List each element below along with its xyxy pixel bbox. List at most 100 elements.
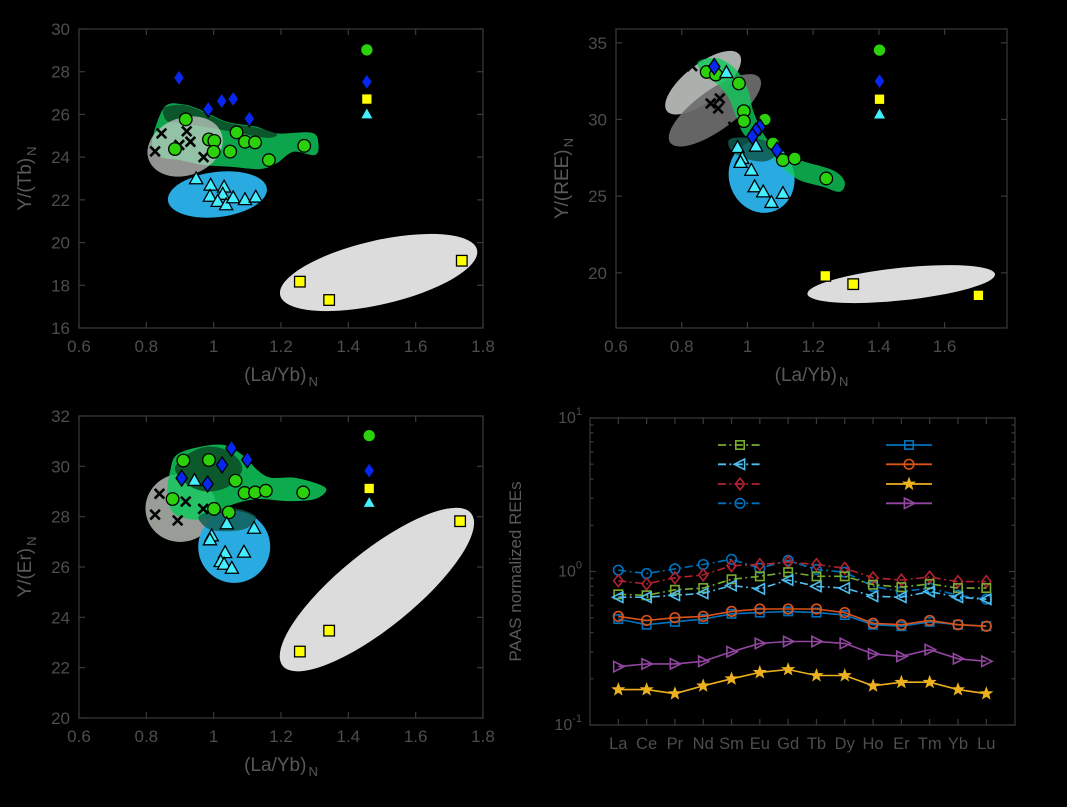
marker-x — [155, 127, 168, 140]
legend-markers — [871, 43, 888, 120]
y-tick-label: 24 — [51, 148, 70, 167]
marker-diamond — [952, 574, 964, 589]
series-blue-diamonds — [175, 439, 254, 494]
series-cyan-triangles — [718, 64, 791, 209]
x-tick-label: La — [609, 735, 628, 753]
y-tick-label: 35 — [588, 34, 607, 53]
marker-x — [149, 145, 161, 158]
marker-diamond — [225, 439, 238, 458]
x-tick-label: 0.8 — [135, 337, 159, 356]
marker-triangle-left — [732, 457, 746, 471]
marker-square — [873, 93, 886, 106]
x-tick-label: 1 — [209, 727, 218, 746]
marker-diamond — [867, 570, 879, 585]
marker-circle — [980, 620, 992, 632]
marker-star — [979, 686, 994, 700]
x-tick-label: Tm — [918, 735, 942, 753]
marker-circle — [725, 605, 738, 617]
marker-triangle — [246, 520, 262, 534]
marker-square — [981, 583, 992, 594]
marker-circle — [641, 614, 653, 627]
marker-triangle-left — [922, 585, 936, 599]
marker-square — [454, 515, 467, 528]
marker-circle — [206, 144, 221, 159]
marker-circle — [229, 125, 244, 140]
marker-diamond — [240, 450, 254, 469]
marker-x — [171, 514, 184, 527]
marker-square — [323, 294, 336, 306]
marker-square — [293, 645, 306, 658]
y-tick-label: 26 — [51, 105, 70, 124]
marker-diamond — [895, 572, 907, 588]
marker-circle — [669, 563, 681, 575]
marker-circle — [731, 76, 746, 91]
y-tick-label: 25 — [588, 187, 607, 206]
series-green-circles — [165, 453, 311, 520]
marker-triangle — [746, 178, 763, 193]
x-tick-label: Nd — [693, 735, 714, 753]
marker-triangle — [763, 194, 780, 209]
x-tick-label: 1.6 — [404, 727, 428, 746]
marker-triangle-left — [723, 579, 737, 593]
marker-triangle — [729, 139, 746, 154]
x-tick-label: 1.4 — [337, 337, 361, 356]
marker-square — [903, 439, 914, 450]
x-tick-label: Pr — [667, 735, 684, 753]
marker-x — [149, 508, 161, 521]
marker-triangle-left — [752, 582, 766, 596]
marker-diamond — [362, 461, 376, 480]
region-green-field — [697, 57, 845, 192]
marker-triangle — [216, 556, 232, 570]
marker-square — [847, 278, 860, 291]
marker-triangle — [219, 515, 235, 530]
marker-triangle-left — [639, 590, 653, 604]
marker-star — [837, 668, 852, 682]
region-gray-field — [147, 116, 223, 177]
marker-triangle-right — [697, 654, 711, 668]
y-tick-label: 22 — [51, 659, 70, 678]
marker-star — [696, 678, 711, 692]
marker-star — [809, 668, 824, 682]
series-yellow-squares — [293, 254, 468, 306]
marker-circle — [228, 473, 243, 488]
marker-triangle-right — [952, 652, 966, 666]
marker-triangle-right — [867, 647, 881, 661]
marker-circle — [903, 458, 915, 470]
marker-diamond — [873, 71, 886, 91]
marker-square — [972, 289, 985, 302]
marker-triangle — [188, 170, 204, 185]
marker-diamond — [175, 469, 189, 488]
x-tick-label: Gd — [777, 735, 799, 753]
y-tick-label: 20 — [51, 234, 70, 253]
marker-star — [866, 678, 881, 692]
marker-triangle-left — [865, 589, 879, 603]
marker-x — [704, 97, 717, 110]
marker-triangle — [748, 138, 764, 152]
marker-diamond — [697, 567, 709, 583]
marker-triangle-right — [782, 634, 796, 648]
marker-triangle — [775, 185, 791, 200]
marker-triangle-right — [811, 634, 825, 648]
marker-triangle — [248, 188, 264, 203]
marker-triangle — [202, 188, 218, 202]
marker-circle — [839, 606, 851, 619]
marker-diamond — [770, 140, 784, 160]
marker-circle — [782, 603, 794, 615]
marker-circle — [952, 619, 964, 631]
marker-square — [811, 571, 822, 582]
marker-circle — [697, 610, 709, 622]
marker-triangle — [237, 191, 253, 206]
marker-triangle-left — [978, 592, 992, 606]
marker-triangle-right — [980, 654, 994, 668]
y-tick-label: 26 — [51, 558, 70, 577]
marker-triangle — [361, 494, 377, 509]
marker-circle — [359, 42, 374, 57]
axis-box — [615, 28, 1008, 329]
marker-circle — [895, 619, 907, 631]
y-tick-label: 20 — [588, 264, 607, 283]
marker-diamond — [201, 474, 215, 494]
marker-circle — [167, 142, 182, 156]
y-axis-label: Y/(Er)N — [15, 537, 39, 598]
series-yellow-squares — [819, 269, 985, 302]
